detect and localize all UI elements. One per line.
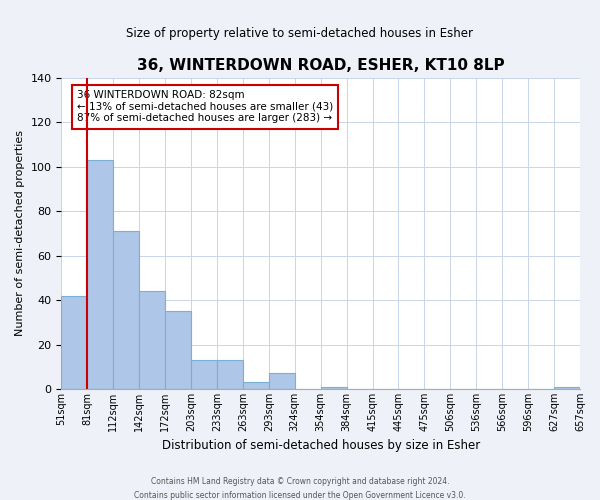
Text: Contains HM Land Registry data © Crown copyright and database right 2024.
Contai: Contains HM Land Registry data © Crown c… <box>134 478 466 500</box>
Bar <box>269 374 295 389</box>
Bar <box>61 296 88 389</box>
Text: Size of property relative to semi-detached houses in Esher: Size of property relative to semi-detach… <box>127 28 473 40</box>
Bar <box>113 231 139 389</box>
Bar <box>139 291 165 389</box>
Y-axis label: Number of semi-detached properties: Number of semi-detached properties <box>15 130 25 336</box>
Bar <box>88 160 113 389</box>
Bar <box>165 311 191 389</box>
Bar <box>217 360 243 389</box>
Bar <box>321 387 347 389</box>
Bar <box>243 382 269 389</box>
Bar <box>191 360 217 389</box>
X-axis label: Distribution of semi-detached houses by size in Esher: Distribution of semi-detached houses by … <box>161 440 480 452</box>
Bar <box>554 387 580 389</box>
Title: 36, WINTERDOWN ROAD, ESHER, KT10 8LP: 36, WINTERDOWN ROAD, ESHER, KT10 8LP <box>137 58 505 72</box>
Text: 36 WINTERDOWN ROAD: 82sqm
← 13% of semi-detached houses are smaller (43)
87% of : 36 WINTERDOWN ROAD: 82sqm ← 13% of semi-… <box>77 90 333 124</box>
